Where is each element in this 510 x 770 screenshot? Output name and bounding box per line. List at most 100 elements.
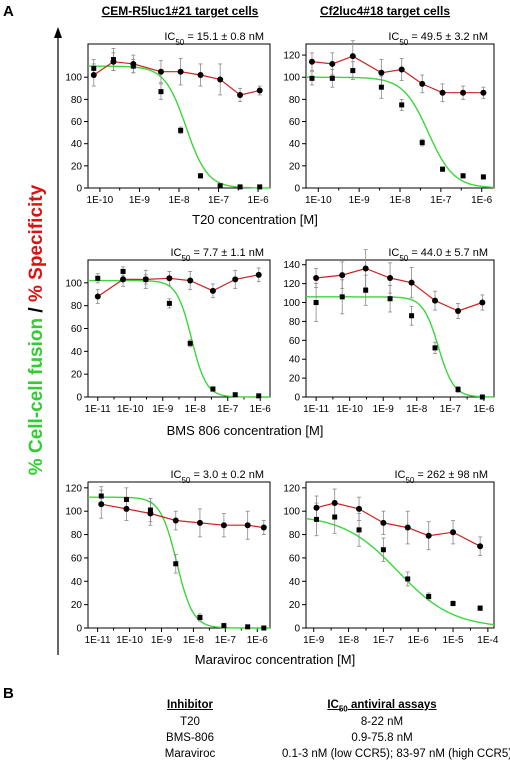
ic50-annotation: IC50 = 15.1 ± 0.8 nM xyxy=(164,31,264,47)
specificity-point xyxy=(432,297,439,304)
fusion-point xyxy=(332,514,338,520)
specificity-point xyxy=(217,76,224,83)
y-tick-label: 80 xyxy=(71,301,83,312)
fusion-point xyxy=(197,614,203,620)
y-tick-label: 20 xyxy=(289,374,301,385)
specificity-point xyxy=(90,72,97,79)
y-axis-label: % Cell-cell fusion / % Specificity xyxy=(26,184,47,475)
chart-panel: 0 20 40 60 80 100 120 1E-11 1E-10 1E-9 1E-8 1E-7 1E-… xyxy=(65,469,271,646)
y-tick-label: 20 xyxy=(289,600,301,611)
specificity-point xyxy=(166,275,173,282)
y-tick-label: 80 xyxy=(289,530,301,541)
specificity-point xyxy=(387,274,394,281)
fusion-point xyxy=(198,173,204,179)
specificity-point xyxy=(479,299,486,306)
ic50-label: IC xyxy=(164,31,175,43)
y-tick-label: 80 xyxy=(289,95,301,106)
x-tick-label: 1E-9 xyxy=(152,404,174,415)
x-tick-label: 1E-7 xyxy=(373,635,395,646)
fusion-point xyxy=(450,600,456,606)
y-tick-label: 60 xyxy=(71,117,83,128)
specificity-point xyxy=(197,72,204,79)
y-tick-label: 100 xyxy=(65,278,82,289)
specificity-point xyxy=(439,89,446,96)
x-tick-label: 1E-4 xyxy=(477,635,499,646)
ic50-label: IC xyxy=(170,469,181,481)
ic50-table: Inhibitor IC50 antiviral assays T20 8-22… xyxy=(0,682,510,770)
specificity-point xyxy=(244,522,251,529)
specificity-point xyxy=(177,68,184,75)
ic50-value: = 15.1 ± 0.8 nM xyxy=(184,31,264,43)
x-label-maraviroc: Maraviroc concentration [M] xyxy=(195,652,355,667)
specificity-point xyxy=(455,308,462,315)
ic50-subscript: 50 xyxy=(181,476,190,485)
y-tick-label: 100 xyxy=(283,73,300,84)
y-tick-label: 100 xyxy=(65,73,82,84)
fusion-point xyxy=(455,386,461,392)
y-tick-label: 0 xyxy=(294,393,300,404)
specificity-point xyxy=(255,271,262,278)
fusion-point xyxy=(217,183,223,189)
y-tick-label: 60 xyxy=(289,336,301,347)
fusion-point xyxy=(95,275,101,281)
specificity-point xyxy=(404,524,411,531)
ic50-label: IC xyxy=(394,469,405,481)
fusion-point xyxy=(329,75,335,81)
fusion-point xyxy=(173,561,179,567)
y-tick-label: 0 xyxy=(76,393,82,404)
fusion-point xyxy=(120,268,126,274)
fusion-point xyxy=(237,184,243,190)
specificity-line xyxy=(101,503,264,529)
ic50-subscript: 50 xyxy=(399,254,408,263)
fusion-point xyxy=(245,624,251,630)
fusion-point xyxy=(460,173,466,179)
y-tick-label: 40 xyxy=(289,139,301,150)
table-header-ic50-rest: antiviral assays xyxy=(347,699,437,711)
y-tick-label: 60 xyxy=(71,553,83,564)
specificity-point xyxy=(313,504,320,511)
x-tick-label: 1E-9 xyxy=(349,195,371,206)
chart-panel: 0 20 40 60 80 100 120 1E-10 1E-9 1E-8 1E-7 1E-6 IC50… xyxy=(283,31,495,206)
fusion-point xyxy=(387,296,393,302)
x-tick-label: 1E-8 xyxy=(168,195,190,206)
y-arrow-head xyxy=(54,27,62,38)
specificity-line xyxy=(316,267,483,312)
fusion-point xyxy=(356,527,362,533)
x-tick-label: 1E-7 xyxy=(208,195,230,206)
fusion-point xyxy=(313,516,319,522)
specificity-point xyxy=(450,529,457,536)
y-tick-label: 0 xyxy=(76,624,82,635)
specificity-point xyxy=(477,543,484,550)
y-tick-label: 0 xyxy=(294,624,300,635)
x-tick-label: 1E-7 xyxy=(440,404,462,415)
fusion-point xyxy=(350,68,356,74)
y-tick-label: 40 xyxy=(289,577,301,588)
x-tick-label: 1E-9 xyxy=(129,195,151,206)
y-tick-label: 20 xyxy=(289,161,301,172)
table-header-ic50: IC50 antiviral assays xyxy=(282,699,482,713)
x-tick-label: 1E-6 xyxy=(247,635,269,646)
fusion-point xyxy=(166,300,172,306)
specificity-line xyxy=(316,502,481,547)
chart-panel: 0 20 40 60 80 100 120 140 1E-11 1E-10 1E-9 1E-8 1E-7… xyxy=(283,247,495,415)
fusion-point xyxy=(187,340,193,346)
x-tick-label: 1E-11 xyxy=(85,635,111,646)
panel-label-b: B xyxy=(3,685,14,702)
fusion-point xyxy=(147,507,153,513)
fusion-point xyxy=(221,623,227,629)
plot-frame xyxy=(87,43,271,189)
ic50-subscript: 50 xyxy=(405,476,414,485)
ic50-subscript: 50 xyxy=(181,254,190,263)
y-tick-label: 40 xyxy=(71,577,83,588)
x-tick-label: 1E-5 xyxy=(442,635,464,646)
ic50-value: = 3.0 ± 0.2 nM xyxy=(190,469,264,481)
ic50-annotation: IC50 = 262 ± 98 nM xyxy=(394,469,488,485)
x-label-t20: T20 concentration [M] xyxy=(192,212,318,227)
specificity-point xyxy=(331,500,338,507)
table-row-inhibitor: Maraviroc xyxy=(164,748,216,760)
y-label-specificity: % Specificity xyxy=(26,184,47,302)
x-tick-label: 1E-7 xyxy=(217,404,239,415)
fusion-point xyxy=(378,84,384,90)
fit-curve xyxy=(305,517,495,626)
